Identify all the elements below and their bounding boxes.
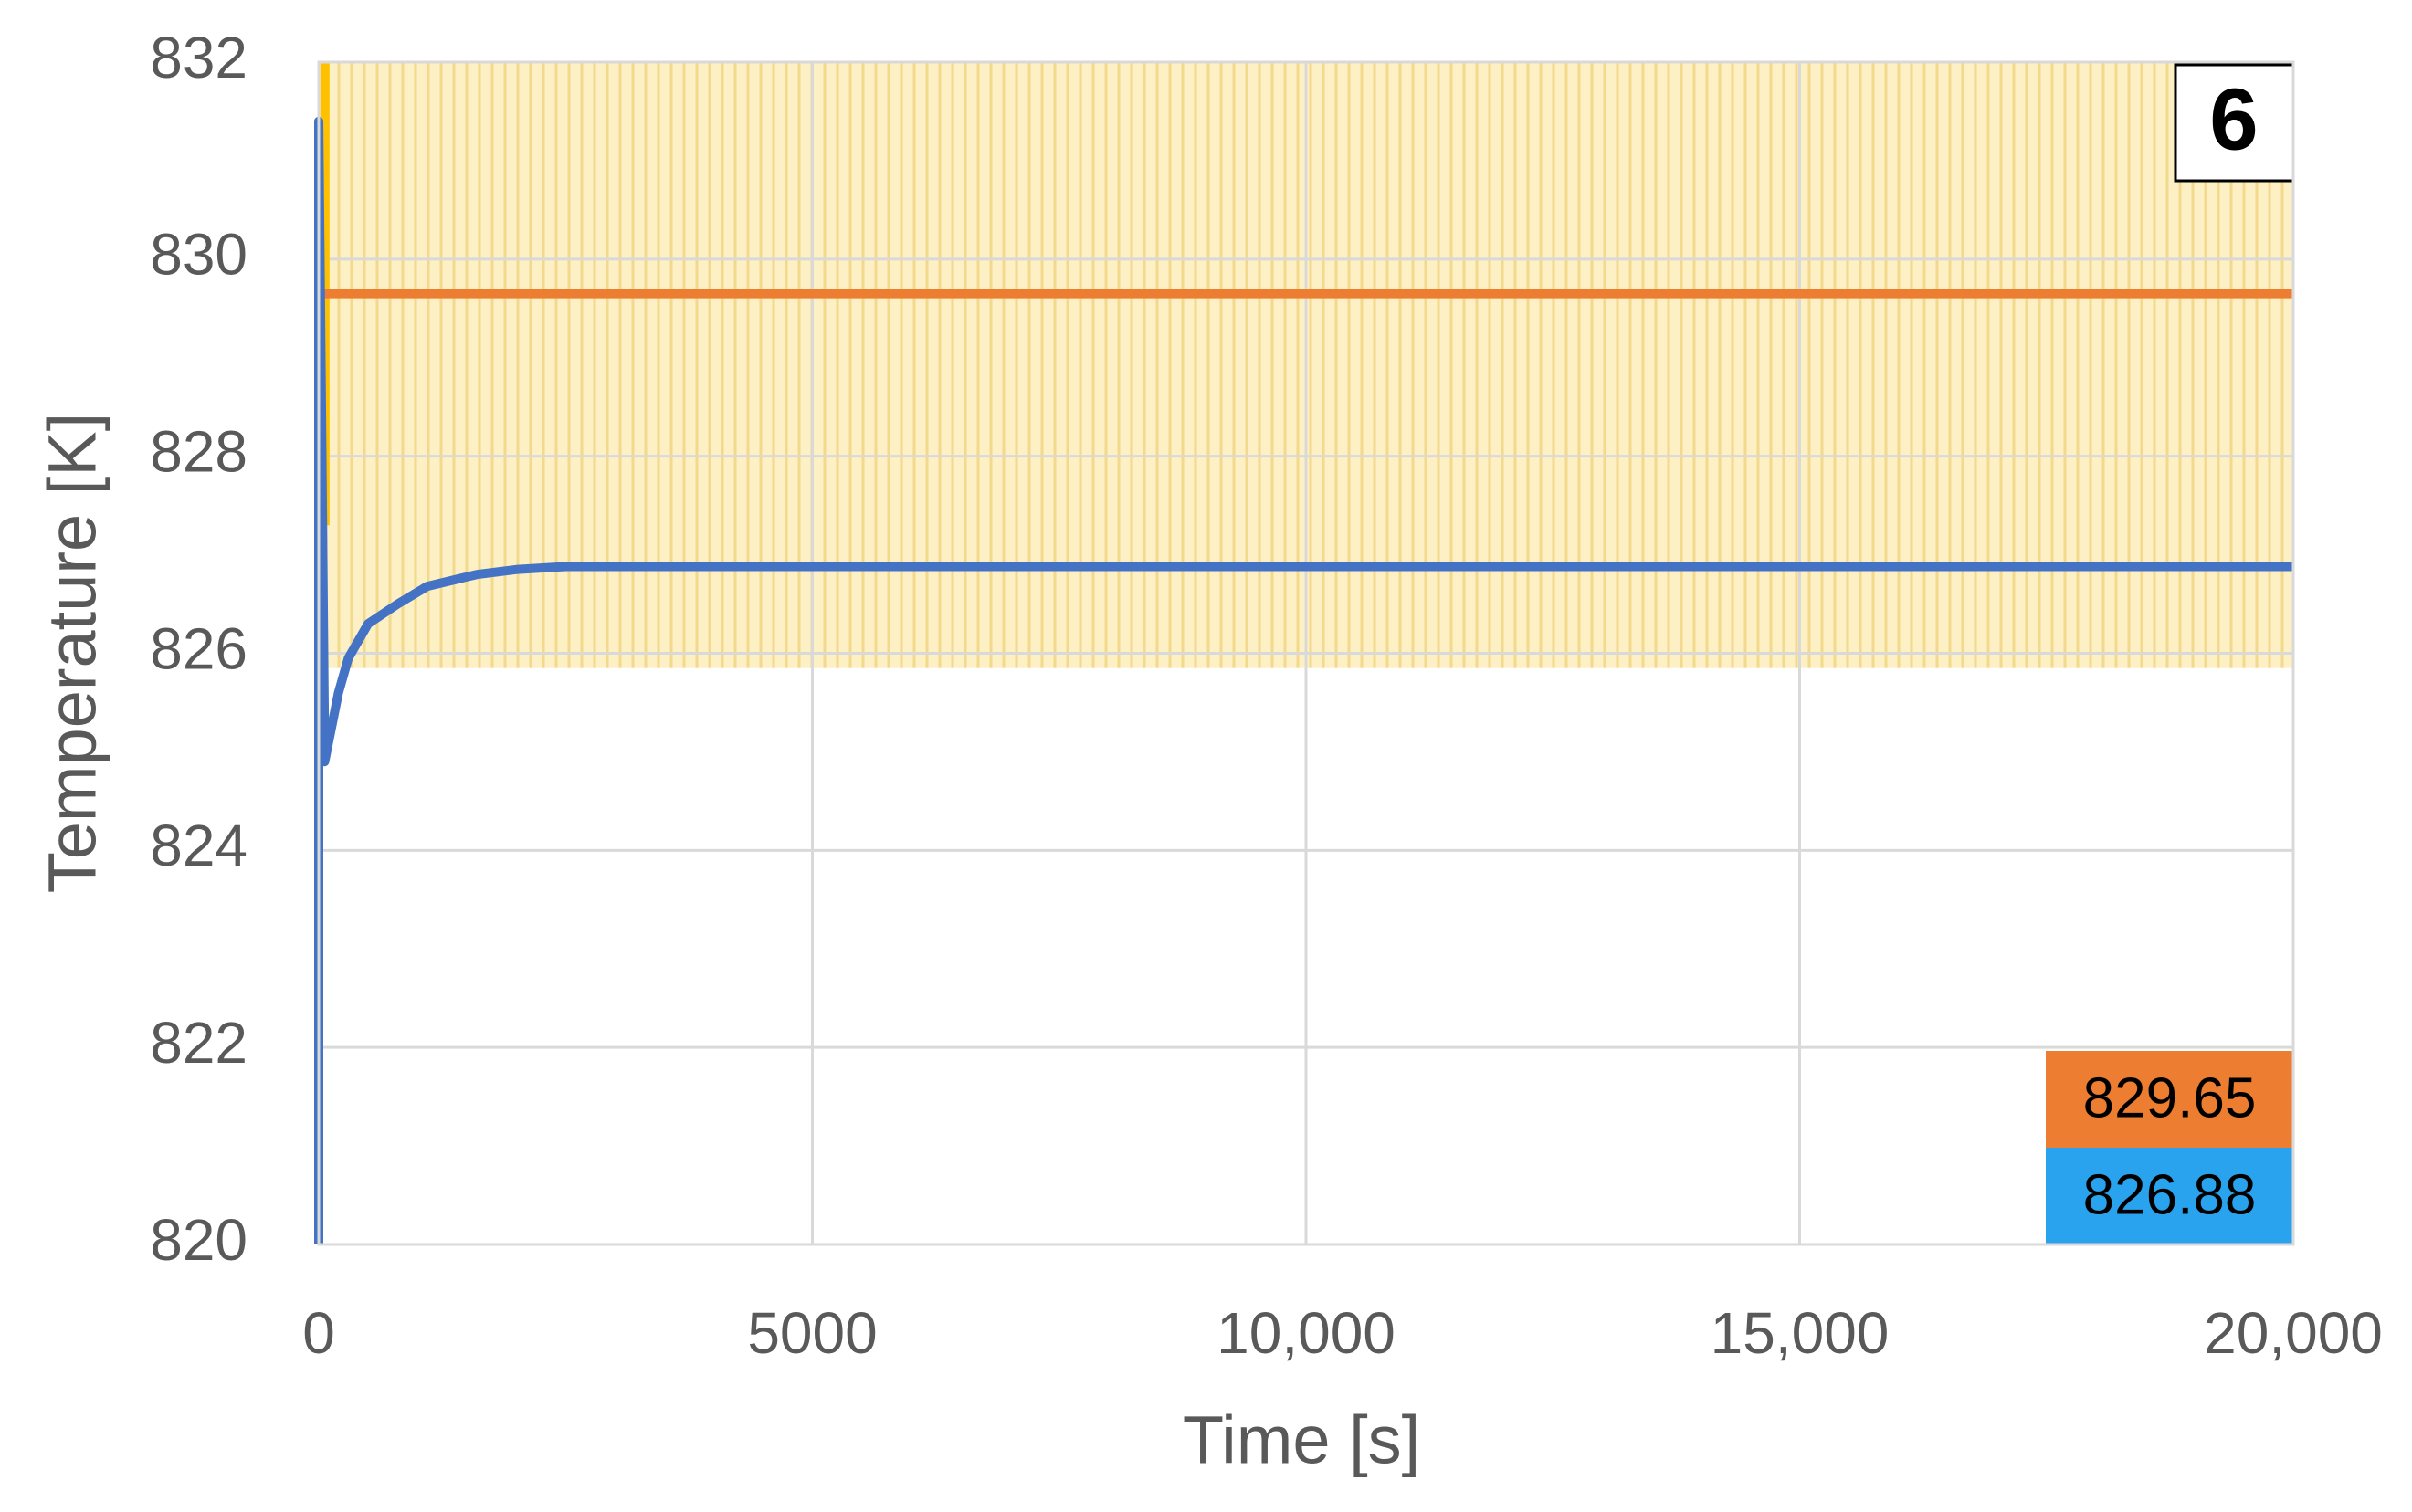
line-series xyxy=(314,116,2293,1244)
panel-label: 6 xyxy=(2209,70,2258,168)
panel-label-box xyxy=(2174,63,2295,183)
end-label: 826.88 xyxy=(2083,1163,2257,1226)
y-tick-label: 830 xyxy=(150,222,248,288)
y-tick-label: 822 xyxy=(150,1010,248,1076)
y-tick-label: 820 xyxy=(150,1207,248,1273)
y-tick-label: 828 xyxy=(150,419,248,485)
x-tick-label: 20,000 xyxy=(2204,1300,2383,1366)
x-tick-label: 10,000 xyxy=(1217,1300,1396,1366)
y-tick-label: 826 xyxy=(150,615,248,681)
y-tick-label: 824 xyxy=(150,813,248,878)
plot-frame xyxy=(317,60,2295,1246)
x-axis-title: Time [s] xyxy=(1183,1402,1420,1478)
y-tick-label: 832 xyxy=(150,25,248,90)
x-tick-label: 0 xyxy=(302,1300,335,1366)
end-label-box xyxy=(2046,1051,2293,1148)
y-axis-title: Temperature [K] xyxy=(35,413,111,893)
end-label: 829.65 xyxy=(2083,1066,2257,1129)
x-tick-label: 5000 xyxy=(747,1300,877,1366)
x-tick-label: 15,000 xyxy=(1711,1300,1890,1366)
end-label-box xyxy=(2046,1148,2293,1244)
